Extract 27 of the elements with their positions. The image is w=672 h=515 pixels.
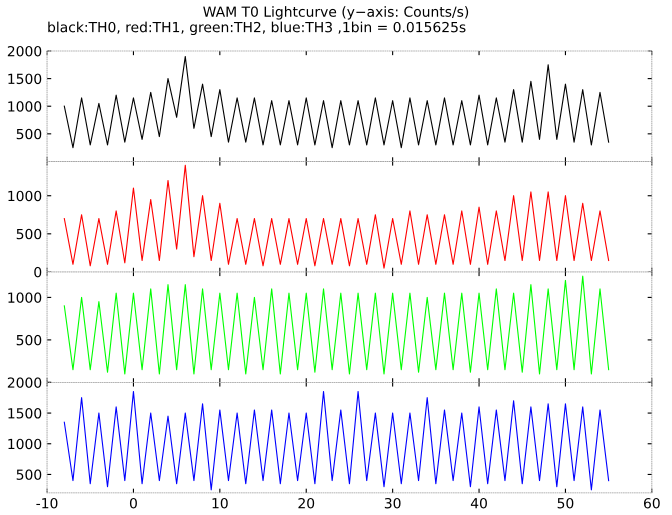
y-tick-label: 500 (16, 128, 42, 140)
x-tick-label: 10 (212, 498, 228, 508)
x-tick-label: 0 (130, 498, 137, 508)
x-tick-label: 60 (644, 498, 660, 508)
line-series (64, 56, 610, 148)
x-tick-label: 40 (470, 498, 487, 508)
x-tick-label: -10 (36, 498, 58, 508)
line-series (64, 391, 610, 490)
x-tick-label: 50 (558, 498, 574, 508)
x-tick-label: 20 (298, 498, 314, 508)
line-series (64, 276, 610, 374)
y-tick-label: 1000 (8, 101, 42, 112)
y-tick-label: 1500 (8, 74, 42, 84)
y-tick-label: 1000 (8, 292, 42, 303)
line-series (64, 164, 610, 269)
y-tick-label: 0 (34, 266, 42, 278)
y-tick-label: 1000 (8, 190, 42, 202)
y-tick-label: 1500 (8, 408, 42, 419)
y-tick-label: 500 (16, 228, 42, 240)
chart-subtitle: black:TH0, red:TH1, green:TH2, blue:TH3 ,1bin = 0.015625s (48, 22, 466, 36)
y-tick-label: 1000 (8, 438, 42, 450)
y-tick-label: 500 (16, 469, 42, 480)
y-tick-label: 500 (16, 334, 42, 346)
chart-title: WAM T0 Lightcurve (y−axis: Counts/s) (203, 6, 468, 20)
x-tick-label: 30 (384, 498, 401, 508)
y-tick-label: 2000 (8, 377, 42, 388)
y-tick-label: 2000 (8, 46, 42, 56)
